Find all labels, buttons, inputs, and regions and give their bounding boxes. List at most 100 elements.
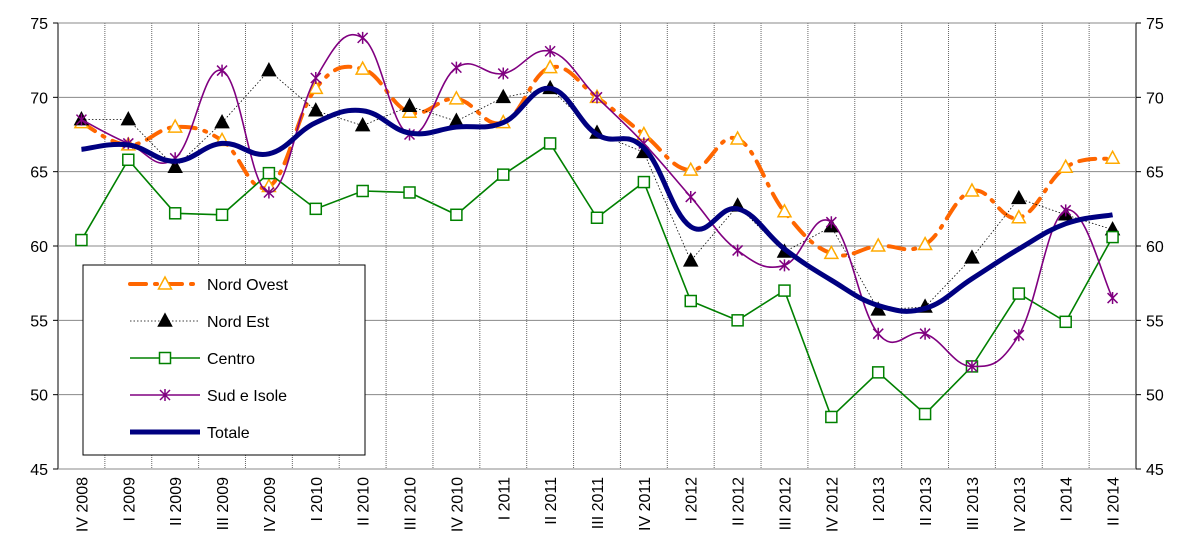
y2-tick-label: 60 bbox=[1146, 239, 1164, 256]
data-point bbox=[450, 61, 462, 74]
data-point bbox=[732, 244, 744, 257]
data-point bbox=[1057, 158, 1074, 173]
data-point bbox=[591, 91, 603, 104]
x-tick-label: II 2013 bbox=[918, 477, 935, 526]
data-point bbox=[356, 184, 369, 198]
data-point bbox=[1106, 230, 1119, 244]
data-point bbox=[778, 284, 791, 297]
series bbox=[75, 137, 1119, 424]
data-point bbox=[870, 237, 886, 252]
legend: Nord Ovest Nord Est Centro Sud e Isole Total… bbox=[82, 264, 366, 456]
data-point bbox=[918, 407, 932, 421]
x-tick-label: II 2011 bbox=[543, 477, 560, 525]
data-point bbox=[919, 327, 931, 340]
x-tick-label: III 2010 bbox=[403, 477, 420, 530]
data-point bbox=[590, 211, 604, 225]
data-point bbox=[354, 60, 371, 75]
legend-marker bbox=[158, 351, 172, 365]
data-point bbox=[214, 114, 230, 129]
data-point bbox=[216, 64, 228, 77]
data-point bbox=[308, 79, 324, 95]
data-point bbox=[1013, 329, 1025, 342]
data-point bbox=[1104, 149, 1121, 165]
data-point bbox=[75, 233, 88, 247]
data-point bbox=[308, 102, 324, 117]
data-point bbox=[122, 153, 135, 167]
data-point bbox=[966, 360, 978, 373]
data-point bbox=[871, 366, 885, 379]
data-point bbox=[401, 97, 418, 113]
data-point bbox=[75, 113, 87, 126]
data-point bbox=[685, 190, 697, 203]
y2-tick-label: 75 bbox=[1146, 16, 1164, 33]
data-point bbox=[495, 88, 512, 104]
x-tick-label: II 2012 bbox=[731, 477, 748, 526]
data-point bbox=[964, 182, 980, 197]
x-tick-label: III 2012 bbox=[777, 477, 794, 530]
y-tick-label: 65 bbox=[30, 165, 48, 182]
y-tick-label: 75 bbox=[30, 16, 48, 33]
data-point bbox=[497, 168, 510, 181]
data-point bbox=[872, 327, 884, 340]
y2-tick-label: 45 bbox=[1146, 462, 1164, 479]
data-point bbox=[776, 203, 793, 218]
legend-label: Sud e Isole bbox=[207, 388, 287, 405]
data-point bbox=[309, 202, 323, 216]
data-point bbox=[168, 207, 182, 220]
data-point bbox=[825, 410, 838, 424]
data-point bbox=[263, 186, 275, 199]
data-point bbox=[1011, 209, 1027, 224]
data-point bbox=[964, 249, 980, 264]
data-point bbox=[261, 61, 277, 77]
x-tick-label: I 2014 bbox=[1059, 477, 1076, 522]
legend-marker bbox=[159, 389, 171, 401]
x-tick-label: I 2013 bbox=[871, 477, 888, 522]
data-point bbox=[1059, 315, 1072, 329]
x-tick-label: II 2010 bbox=[356, 477, 373, 526]
data-point bbox=[450, 208, 463, 222]
x-tick-label: III 2013 bbox=[965, 477, 982, 530]
legend-label: Totale bbox=[207, 425, 250, 442]
data-point bbox=[310, 72, 322, 85]
x-tick-label: I 2010 bbox=[309, 477, 326, 522]
y-tick-label: 60 bbox=[30, 239, 48, 256]
data-point bbox=[403, 186, 416, 199]
y-tick-label: 70 bbox=[30, 90, 48, 107]
data-point bbox=[167, 158, 183, 173]
data-point bbox=[262, 166, 276, 180]
data-point bbox=[778, 259, 791, 272]
data-point bbox=[825, 216, 837, 229]
x-tick-label: III 2011 bbox=[590, 477, 607, 529]
legend-label: Nord Est bbox=[207, 314, 270, 331]
x-tick-label: I 2009 bbox=[121, 477, 138, 522]
data-point bbox=[682, 161, 699, 176]
data-point bbox=[354, 117, 371, 132]
y-tick-label: 45 bbox=[30, 462, 48, 479]
data-point bbox=[542, 59, 558, 74]
data-point bbox=[1107, 292, 1119, 305]
y2-tick-label: 50 bbox=[1146, 388, 1164, 405]
x-tick-label: IV 2008 bbox=[74, 477, 91, 532]
data-point bbox=[1012, 287, 1026, 300]
data-point bbox=[543, 137, 557, 150]
x-tick-label: IV 2011 bbox=[637, 477, 654, 531]
y2-tick-label: 55 bbox=[1146, 313, 1164, 330]
legend-marker bbox=[157, 275, 173, 290]
x-tick-label: IV 2013 bbox=[1012, 477, 1029, 532]
legend-label: Nord Ovest bbox=[207, 277, 288, 294]
data-point bbox=[448, 90, 465, 105]
x-tick-label: III 2009 bbox=[215, 477, 232, 530]
data-point bbox=[917, 235, 933, 251]
data-point bbox=[637, 175, 651, 189]
data-point bbox=[544, 45, 556, 58]
x-tick-label: I 2011 bbox=[496, 477, 513, 520]
data-point bbox=[120, 111, 137, 126]
data-point bbox=[729, 130, 746, 145]
legend-label: Centro bbox=[207, 351, 255, 368]
data-point bbox=[682, 252, 699, 267]
data-point bbox=[1011, 189, 1027, 205]
data-point bbox=[497, 67, 509, 80]
y2-tick-label: 65 bbox=[1146, 165, 1164, 182]
x-tick-label: IV 2009 bbox=[262, 477, 279, 532]
